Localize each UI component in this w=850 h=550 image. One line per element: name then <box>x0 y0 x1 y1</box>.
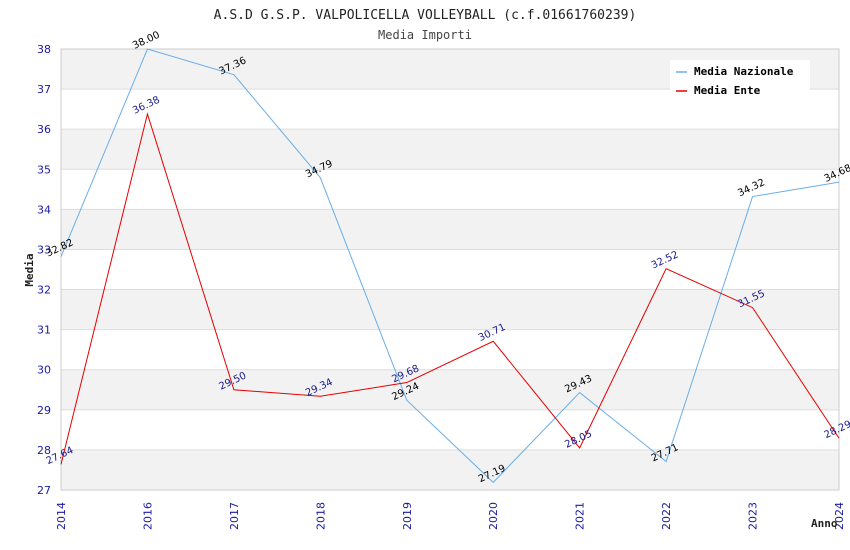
x-tick-label: 2016 <box>141 502 154 530</box>
legend-label-media-ente: Media Ente <box>694 84 761 97</box>
chart-title: A.S.D G.S.P. VALPOLICELLA VOLLEYBALL (c.… <box>214 8 637 23</box>
y-tick-label: 36 <box>37 123 51 136</box>
data-label: 28.29 <box>823 419 850 441</box>
x-tick-label: 2019 <box>401 502 414 530</box>
grid-band <box>61 209 839 250</box>
x-tick-label: 2017 <box>228 502 241 530</box>
x-tick-label: 2022 <box>660 502 673 530</box>
y-tick-label: 37 <box>37 83 51 96</box>
x-tick-label: 2024 <box>833 502 846 530</box>
x-tick-label: 2021 <box>574 502 587 530</box>
data-label: 36.38 <box>131 95 162 117</box>
y-tick-label: 31 <box>37 324 51 337</box>
x-tick-label: 2018 <box>314 502 327 530</box>
y-tick-label: 27 <box>37 484 51 497</box>
data-label: 32.52 <box>650 249 681 271</box>
chart-subtitle: Media Importi <box>378 28 472 42</box>
grid-band <box>61 129 839 170</box>
x-tick-label: 2020 <box>487 502 500 530</box>
y-axis-ticks: 27 28 29 30 31 32 33 34 35 36 37 38 <box>37 43 51 497</box>
y-tick-label: 34 <box>37 203 51 216</box>
series-line-media-ente <box>60 112 840 465</box>
y-tick-label: 32 <box>37 284 51 297</box>
x-tick-label: 2014 <box>55 502 68 530</box>
x-axis-ticks: 2014 2016 2017 2018 2019 2020 2021 2022 2023 2024 <box>55 502 846 530</box>
grid-lines <box>61 48 839 491</box>
y-axis-label: Media <box>23 253 36 286</box>
y-tick-label: 29 <box>37 404 51 417</box>
grid-band <box>61 289 839 330</box>
y-tick-label: 35 <box>37 163 51 176</box>
y-tick-label: 28 <box>37 444 51 457</box>
grid-bands <box>61 49 839 490</box>
data-label: 38.00 <box>131 30 162 52</box>
y-tick-label: 33 <box>37 243 51 256</box>
series-lines <box>60 48 840 484</box>
legend: Media Nazionale Media Ente <box>670 60 810 101</box>
data-label: 32.82 <box>45 237 76 259</box>
grid-band <box>61 369 839 410</box>
y-tick-label: 38 <box>37 43 51 56</box>
plot-area <box>60 48 840 491</box>
legend-label-media-nazionale: Media Nazionale <box>694 65 794 78</box>
y-tick-label: 30 <box>37 364 51 377</box>
x-tick-label: 2023 <box>747 502 760 530</box>
data-label: 34.32 <box>736 177 767 199</box>
legend-box <box>670 60 810 101</box>
series-line-media-nazionale <box>60 48 840 484</box>
grid-band <box>61 449 839 490</box>
x-axis-label: Anno <box>811 517 838 530</box>
